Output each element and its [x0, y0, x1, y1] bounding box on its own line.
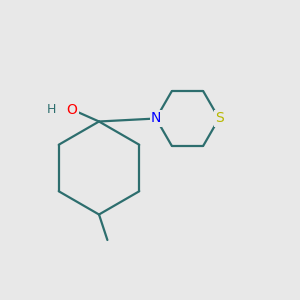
- Text: O: O: [67, 103, 77, 116]
- Text: N: N: [151, 112, 161, 125]
- Text: S: S: [214, 112, 224, 125]
- Text: H: H: [46, 103, 56, 116]
